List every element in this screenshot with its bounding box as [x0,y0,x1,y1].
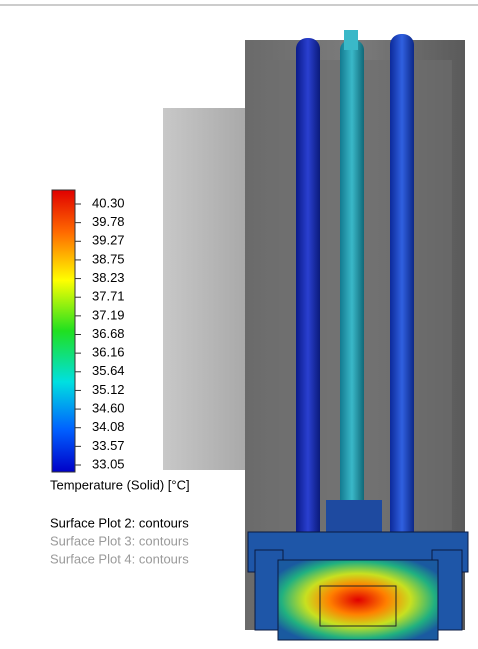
tube [340,40,364,550]
legend-label: 35.64 [92,363,125,378]
legend-label: 36.68 [92,326,125,341]
legend-label: 40.30 [92,195,125,210]
plot-name[interactable]: Surface Plot 3: contours [50,533,189,548]
legend-label: 35.12 [92,382,125,397]
tube [296,38,320,550]
manifold [326,500,382,532]
legend-label: 39.78 [92,214,125,229]
legend-label: 37.19 [92,307,125,322]
legend-label: 33.05 [92,456,125,471]
color-bar [51,189,76,473]
legend-label: 33.57 [92,438,125,453]
plot-name[interactable]: Surface Plot 4: contours [50,551,189,566]
heat-block [277,559,439,641]
tube [390,34,414,550]
legend-label: 38.75 [92,251,125,266]
legend-title: Temperature (Solid) [°C] [50,477,190,492]
plot-name[interactable]: Surface Plot 2: contours [50,515,189,530]
legend-label: 34.08 [92,419,125,434]
legend-label: 34.60 [92,401,125,416]
heater-outline [319,585,397,627]
tube-cap [344,30,358,50]
legend-label: 37.71 [92,289,125,304]
legend-label: 38.23 [92,270,125,285]
legend-label: 39.27 [92,233,125,248]
legend: 40.30 39.78 39.27 38.75 38.23 37.71 37.19 36.68… [75,195,125,471]
legend-label: 36.16 [92,345,125,360]
side-panel [163,108,248,470]
